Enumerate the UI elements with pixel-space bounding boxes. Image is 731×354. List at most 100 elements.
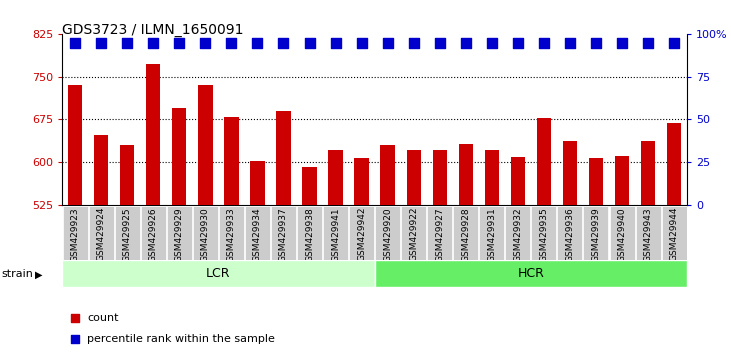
Point	[121, 40, 133, 46]
FancyBboxPatch shape	[610, 206, 635, 259]
Text: GSM429942: GSM429942	[357, 207, 366, 262]
Point	[434, 40, 446, 46]
Text: GSM429920: GSM429920	[383, 207, 392, 262]
FancyBboxPatch shape	[662, 206, 686, 259]
Text: GSM429940: GSM429940	[618, 207, 626, 262]
FancyBboxPatch shape	[427, 206, 452, 259]
FancyBboxPatch shape	[271, 206, 296, 259]
Point	[538, 40, 550, 46]
FancyBboxPatch shape	[141, 206, 166, 259]
Point	[173, 40, 185, 46]
Text: GSM429939: GSM429939	[591, 207, 600, 262]
Bar	[250, 161, 265, 205]
Bar	[406, 150, 421, 205]
Bar	[120, 145, 135, 205]
FancyBboxPatch shape	[167, 206, 192, 259]
Point	[512, 40, 523, 46]
FancyBboxPatch shape	[63, 206, 88, 259]
FancyBboxPatch shape	[401, 206, 426, 259]
FancyBboxPatch shape	[635, 206, 661, 259]
FancyBboxPatch shape	[193, 206, 218, 259]
Bar	[328, 150, 343, 205]
Point	[668, 40, 680, 46]
FancyBboxPatch shape	[480, 206, 504, 259]
Point	[226, 40, 238, 46]
Text: GSM429936: GSM429936	[566, 207, 575, 262]
Point	[590, 40, 602, 46]
Bar	[381, 145, 395, 205]
FancyBboxPatch shape	[88, 206, 114, 259]
Text: GSM429937: GSM429937	[279, 207, 288, 262]
Bar	[173, 108, 186, 205]
Bar	[303, 167, 317, 205]
Text: GSM429944: GSM429944	[670, 207, 678, 262]
Bar	[563, 141, 577, 205]
Bar	[433, 150, 447, 205]
Point	[356, 40, 368, 46]
FancyBboxPatch shape	[375, 206, 400, 259]
Text: GDS3723 / ILMN_1650091: GDS3723 / ILMN_1650091	[62, 23, 243, 37]
FancyBboxPatch shape	[505, 206, 531, 259]
Text: GSM429923: GSM429923	[71, 207, 80, 262]
FancyBboxPatch shape	[245, 206, 270, 259]
Bar	[276, 111, 291, 205]
Point	[643, 40, 654, 46]
FancyBboxPatch shape	[62, 260, 374, 287]
Point	[278, 40, 289, 46]
Text: GSM429926: GSM429926	[149, 207, 158, 262]
Point	[408, 40, 420, 46]
Text: GSM429935: GSM429935	[539, 207, 548, 262]
Bar	[511, 157, 525, 205]
FancyBboxPatch shape	[323, 206, 348, 259]
Point	[460, 40, 471, 46]
Text: GSM429930: GSM429930	[201, 207, 210, 262]
Point	[95, 40, 107, 46]
Text: GSM429934: GSM429934	[253, 207, 262, 262]
Bar	[667, 124, 681, 205]
Text: GSM429922: GSM429922	[409, 207, 418, 262]
Text: GSM429928: GSM429928	[461, 207, 470, 262]
Text: GSM429929: GSM429929	[175, 207, 183, 262]
Bar	[94, 135, 108, 205]
Point	[69, 40, 81, 46]
Text: GSM429941: GSM429941	[331, 207, 340, 262]
Text: GSM429927: GSM429927	[435, 207, 444, 262]
Bar	[589, 158, 603, 205]
FancyBboxPatch shape	[583, 206, 608, 259]
Point	[69, 315, 80, 321]
Text: GSM429938: GSM429938	[305, 207, 314, 262]
FancyBboxPatch shape	[219, 206, 244, 259]
FancyBboxPatch shape	[349, 206, 374, 259]
Text: percentile rank within the sample: percentile rank within the sample	[87, 334, 275, 344]
Point	[382, 40, 393, 46]
Point	[200, 40, 211, 46]
Text: GSM429931: GSM429931	[488, 207, 496, 262]
Text: HCR: HCR	[518, 267, 545, 280]
FancyBboxPatch shape	[115, 206, 140, 259]
Text: GSM429924: GSM429924	[96, 207, 106, 262]
Text: GSM429932: GSM429932	[513, 207, 523, 262]
Point	[148, 40, 159, 46]
Bar	[224, 116, 238, 205]
Text: GSM429933: GSM429933	[227, 207, 236, 262]
Bar	[68, 85, 83, 205]
Text: strain: strain	[1, 269, 34, 279]
FancyBboxPatch shape	[453, 206, 478, 259]
Point	[486, 40, 498, 46]
Text: GSM429925: GSM429925	[123, 207, 132, 262]
Point	[616, 40, 628, 46]
Point	[303, 40, 315, 46]
Point	[330, 40, 341, 46]
Bar	[641, 141, 655, 205]
Text: count: count	[87, 313, 118, 323]
Bar	[198, 85, 213, 205]
Point	[69, 336, 80, 342]
Bar	[146, 64, 160, 205]
Bar	[537, 118, 551, 205]
Bar	[355, 158, 368, 205]
Point	[564, 40, 576, 46]
FancyBboxPatch shape	[531, 206, 556, 259]
Text: LCR: LCR	[206, 267, 231, 280]
Text: ▶: ▶	[35, 269, 42, 279]
Point	[251, 40, 263, 46]
